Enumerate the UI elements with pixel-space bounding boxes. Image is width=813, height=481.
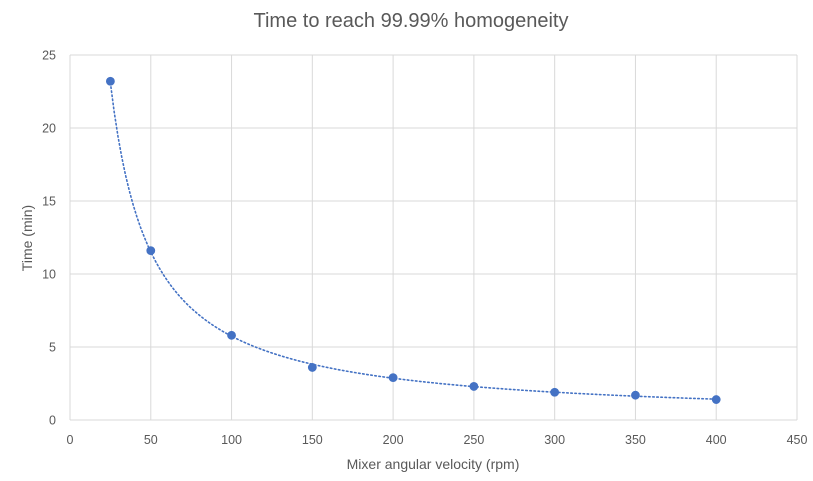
x-tick-label: 250 [463,433,484,447]
y-tick-label: 10 [42,268,56,282]
x-axis-label: Mixer angular velocity (rpm) [347,456,520,472]
y-tick-label: 5 [49,341,56,355]
y-tick-label: 20 [42,122,56,136]
y-tick-label: 15 [42,195,56,209]
data-point [631,390,640,400]
data-point [711,395,721,404]
y-axis-label: Time (min) [19,205,35,271]
tick-labels: 0 50 100 150 200 250 300 350 400 450 0 5 10 15 20 25 [42,49,807,448]
x-tick-label: 150 [302,433,323,447]
x-tick-label: 100 [221,433,242,447]
x-tick-label: 0 [67,433,74,447]
data-point [146,246,156,256]
x-tick-label: 450 [787,433,808,447]
trendline-layer [109,82,718,400]
data-point [105,76,115,86]
data-point [388,373,398,383]
trendline [109,82,718,400]
data-point [550,387,560,397]
y-tick-label: 0 [49,414,56,428]
x-tick-label: 50 [144,433,158,447]
x-tick-label: 350 [625,433,646,447]
x-tick-label: 400 [706,433,727,447]
chart-title: Time to reach 99.99% homogeneity [254,10,569,32]
data-points [105,76,721,404]
data-point [469,382,479,391]
grid-lines [69,54,798,421]
x-tick-label: 300 [544,433,565,447]
data-point [227,330,236,340]
y-tick-label: 25 [42,49,56,63]
x-tick-label: 200 [383,433,404,447]
data-point [307,363,317,372]
